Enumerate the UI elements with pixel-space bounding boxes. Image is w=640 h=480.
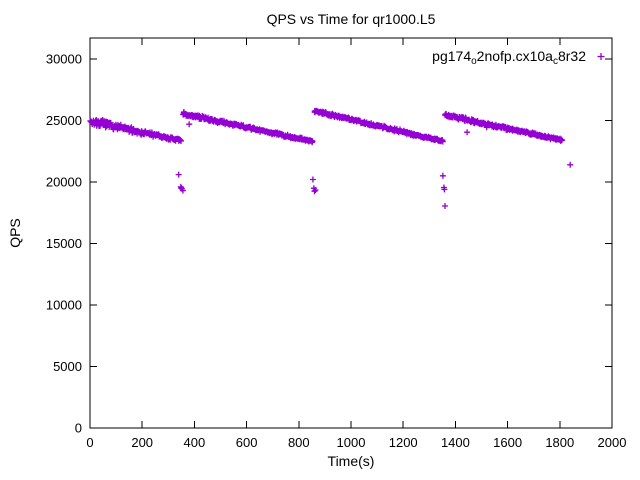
data-series-points (87, 107, 574, 209)
x-tick-label: 600 (236, 435, 258, 450)
chart-title: QPS vs Time for qr1000.L5 (267, 11, 436, 27)
y-tick-label: 10000 (46, 298, 82, 313)
x-tick-label: 1400 (441, 435, 470, 450)
legend-label-part: pg174 (432, 48, 471, 64)
y-axis-label: QPS (7, 218, 23, 248)
legend-label-subscript: o (471, 56, 477, 67)
y-tick-label: 20000 (46, 175, 82, 190)
legend-plus-marker (597, 53, 605, 60)
legend-label-subscript: c (553, 56, 558, 67)
legend: pg174o2nofp.cx10ac8r32 (432, 48, 605, 67)
axis-ticks (89, 38, 613, 429)
x-tick-label: 1000 (337, 435, 366, 450)
y-tick-label: 30000 (46, 52, 82, 67)
x-tick-label: 400 (184, 435, 206, 450)
legend-label-part: 2nofp.cx10a (477, 48, 553, 64)
x-tick-label: 200 (131, 435, 153, 450)
x-axis-label: Time(s) (328, 453, 375, 469)
y-tick-label: 0 (75, 421, 82, 436)
y-tick-label: 5000 (53, 359, 82, 374)
x-tick-label: 800 (288, 435, 310, 450)
legend-label: pg174o2nofp.cx10ac8r32 (432, 48, 586, 67)
x-tick-label: 2000 (598, 435, 627, 450)
y-tick-label: 15000 (46, 236, 82, 251)
legend-label-part: 8r32 (558, 48, 586, 64)
x-tick-label: 1600 (493, 435, 522, 450)
y-axis-tick-labels: 0 5000 10000 15000 20000 25000 30000 (46, 52, 82, 436)
x-tick-label: 1200 (389, 435, 418, 450)
y-tick-label: 25000 (46, 113, 82, 128)
plot-border (89, 37, 613, 429)
x-tick-label: 0 (86, 435, 93, 450)
x-tick-label: 1800 (545, 435, 574, 450)
x-axis-tick-labels: 0 200 400 600 800 1000 1200 1400 1600 1800 2000 (86, 435, 626, 450)
